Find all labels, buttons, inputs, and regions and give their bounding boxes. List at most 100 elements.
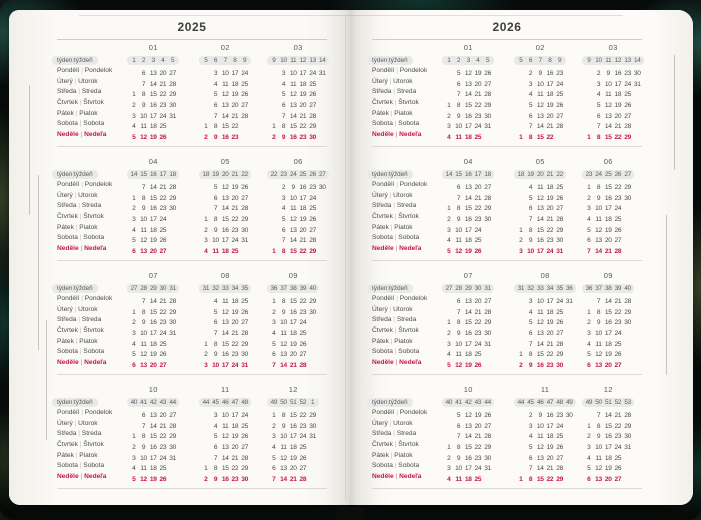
pipe-separator: |: [77, 120, 84, 128]
week-number: 49: [566, 399, 573, 406]
date: 2: [204, 226, 208, 234]
date: 24: [231, 237, 239, 245]
date: 10: [140, 216, 147, 224]
week-number: 41: [140, 399, 147, 406]
month-number: 10: [148, 385, 158, 394]
label-slovak: Piatok: [79, 109, 98, 117]
week-number: 27: [319, 171, 326, 178]
date: 12: [455, 248, 462, 256]
date: 30: [484, 330, 491, 338]
date: 17: [299, 70, 307, 77]
date: 15: [221, 465, 229, 473]
pipe-separator: |: [391, 202, 397, 210]
date: 27: [241, 444, 248, 452]
date: 2: [281, 184, 286, 191]
date: 14: [604, 123, 612, 131]
date: 27: [309, 102, 316, 110]
date: 2: [204, 351, 208, 359]
label-slovak: Streda: [81, 202, 102, 210]
date: 27: [624, 112, 631, 120]
date: 26: [474, 248, 482, 256]
dates-row: 2 9 16 23 30: [584, 191, 633, 202]
month-number: 05: [220, 157, 230, 166]
date: 19: [464, 248, 472, 256]
dates-row: 3 10 17 24: [201, 408, 250, 419]
date: 1: [132, 433, 136, 441]
week-number: 44: [484, 399, 491, 406]
month-12: 12 49 50 51 52 1 1 8 15 22 29 2 9 16 23 30 3 10 17 24 31 4 11 1…: [267, 384, 320, 483]
dates-row: 7 14 21 28: [444, 305, 493, 316]
day-label: Středa | Streda: [372, 201, 442, 212]
date: 31: [633, 80, 641, 88]
label-slovak: Pondelok: [399, 295, 428, 302]
pipe-separator: |: [77, 348, 84, 356]
date: 7: [281, 237, 286, 245]
week-number: 28: [455, 285, 462, 292]
date: 20: [149, 362, 157, 370]
date: 3: [281, 194, 286, 202]
date: 9: [281, 422, 286, 430]
date: 4: [272, 330, 276, 338]
dates-row: 1 8 15 22 29: [444, 201, 493, 212]
date: 23: [474, 216, 482, 224]
dates-row: 4 11 18 25: [129, 337, 178, 348]
date: 7: [528, 340, 533, 348]
label-czech: Sobota: [372, 462, 393, 470]
week-number: 22: [241, 171, 248, 178]
week-header-row: týden | týždeň: [367, 55, 442, 66]
date: 4: [213, 298, 218, 305]
date: 27: [614, 237, 622, 245]
date: 17: [536, 248, 544, 256]
day-label: Pátek | Piatok: [372, 451, 442, 462]
date: 10: [604, 80, 612, 88]
date: 24: [231, 362, 239, 370]
week-number: 40: [445, 399, 453, 406]
week-number: 24: [289, 171, 297, 178]
date: 25: [309, 205, 316, 213]
date: 27: [309, 226, 316, 234]
date: 9: [596, 433, 601, 441]
dates-row: 7 14 21 28: [269, 233, 327, 244]
date: 16: [604, 433, 612, 441]
date: 26: [241, 91, 248, 99]
date: 10: [527, 248, 534, 256]
week-numbers-row: 49 50 51 52 1: [267, 397, 320, 408]
day-label: Sobota | Sobota: [372, 119, 442, 130]
date: 21: [231, 454, 239, 462]
label-slovak: Štvrtok: [83, 99, 104, 107]
week-number: 1: [310, 399, 315, 406]
dates-row: 7 14 21 28: [269, 109, 327, 120]
date: 9: [141, 205, 146, 213]
date: 29: [309, 298, 316, 305]
week-number: 18: [484, 171, 491, 178]
date: 6: [596, 112, 601, 120]
date: 7: [272, 362, 276, 370]
label-czech: Pondělí: [372, 67, 395, 74]
week-number: 27: [445, 285, 453, 292]
week-numbers-band: 49 50 51 52 53: [582, 398, 635, 407]
date: 4: [281, 205, 286, 213]
date: 24: [309, 70, 316, 77]
date: 2: [272, 134, 276, 142]
date: 1: [204, 340, 208, 348]
date: 5: [587, 465, 591, 473]
pipe-separator: |: [394, 67, 400, 74]
date: 15: [221, 216, 229, 224]
date: 31: [556, 248, 563, 256]
date: 20: [614, 112, 622, 120]
date: 13: [536, 205, 544, 213]
dates-row: 4 11 18 25: [201, 419, 250, 430]
pipe-separator: |: [73, 451, 80, 459]
date: 23: [474, 330, 482, 338]
week-number: 44: [169, 399, 176, 406]
day-labels-column: týden | týždeň Pondělí | Pondelok Úterý | …: [52, 156, 127, 255]
pipe-separator: |: [72, 305, 79, 313]
dates-row: 3 10 17 24: [269, 315, 318, 326]
date: 17: [546, 298, 554, 305]
label-slovak: Pondelok: [84, 409, 113, 416]
dates-row: 5 12 19 26: [516, 98, 565, 109]
date: 8: [528, 134, 533, 142]
date: 6: [587, 237, 591, 245]
day-label: Pátek | Piatok: [372, 223, 442, 234]
label-czech: Sobota: [372, 348, 393, 356]
